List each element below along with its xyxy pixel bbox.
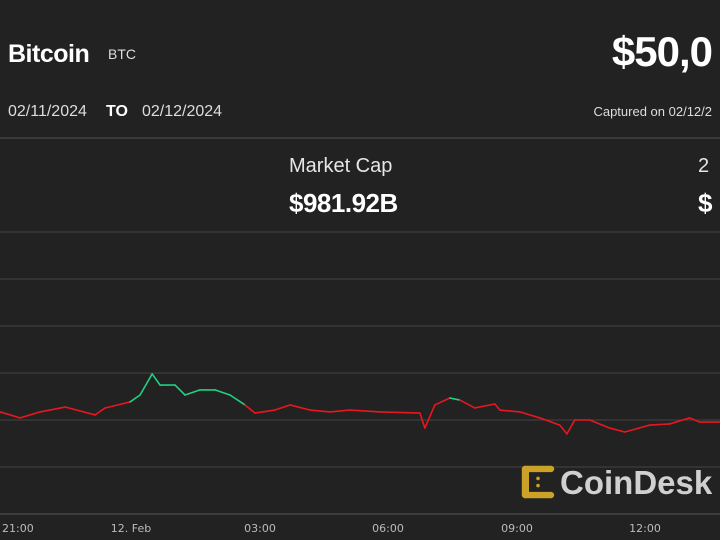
price-line-segment <box>558 424 568 435</box>
x-tick-label: 12:00 <box>629 522 661 535</box>
date-to: 02/12/2024 <box>142 103 223 120</box>
stat-value-partial: $ <box>698 188 713 218</box>
price-line-segment <box>229 394 246 406</box>
price-line-segment <box>419 412 426 429</box>
date-from: 02/11/2024 <box>8 103 87 120</box>
price-line-segment <box>434 397 451 406</box>
price-line-segment <box>274 404 291 411</box>
price-line-segment <box>494 403 501 411</box>
price-line-segment <box>309 409 331 413</box>
price-line-segment <box>459 399 476 409</box>
x-tick-label: 03:00 <box>244 522 276 535</box>
price-line-segment <box>499 409 521 413</box>
captured-timestamp: Captured on 02/12/2 <box>593 104 712 119</box>
price-line-segment <box>668 417 691 425</box>
price-line-segment <box>608 427 626 433</box>
asset-name: Bitcoin <box>8 40 90 68</box>
price-line-segment <box>151 373 161 386</box>
price-line-segment <box>474 403 496 409</box>
price-line-segment <box>688 417 701 423</box>
divider <box>0 137 720 139</box>
price-line-segment <box>379 411 421 414</box>
price-line-segment <box>424 404 436 429</box>
price-line-segment <box>104 401 131 409</box>
price-line-segment <box>519 411 541 419</box>
x-tick-label: 12. Feb <box>111 522 151 535</box>
logo-text: CoinDesk <box>560 464 713 501</box>
asset-symbol: BTC <box>108 46 136 62</box>
price-line-segment <box>623 424 651 433</box>
price-line-segment <box>94 407 106 416</box>
market-cap-value: $981.92B <box>289 188 398 218</box>
price-line-segment <box>588 419 611 429</box>
price-line-segment <box>39 406 66 413</box>
x-tick-label: 09:00 <box>501 522 533 535</box>
price-line-segment <box>449 397 461 401</box>
price-line-segment <box>139 373 153 396</box>
price-line-segment <box>329 409 351 413</box>
price-line-segment <box>648 423 671 426</box>
coindesk-logo-icon <box>520 464 556 505</box>
price-line-segment <box>19 411 41 419</box>
x-tick-label: 21:00 <box>2 522 34 535</box>
market-cap-label: Market Cap <box>289 155 393 177</box>
price-line-segment <box>184 389 201 396</box>
price-line-segment <box>64 406 96 416</box>
price-line-segment <box>129 394 141 403</box>
current-price: $50,0 <box>611 28 713 75</box>
price-line-segment <box>289 404 311 411</box>
price-line-segment <box>349 409 381 413</box>
date-to-label: TO <box>106 103 128 120</box>
price-line-segment <box>174 384 186 396</box>
price-line-segment <box>539 417 561 426</box>
price-line-segment <box>254 409 276 414</box>
price-line-segment <box>244 404 256 414</box>
price-line-segment <box>214 389 231 396</box>
price-line-segment <box>566 419 576 435</box>
price-line-segment <box>0 411 21 419</box>
stat-label-partial: 2 <box>698 155 710 177</box>
x-tick-label: 06:00 <box>372 522 404 535</box>
